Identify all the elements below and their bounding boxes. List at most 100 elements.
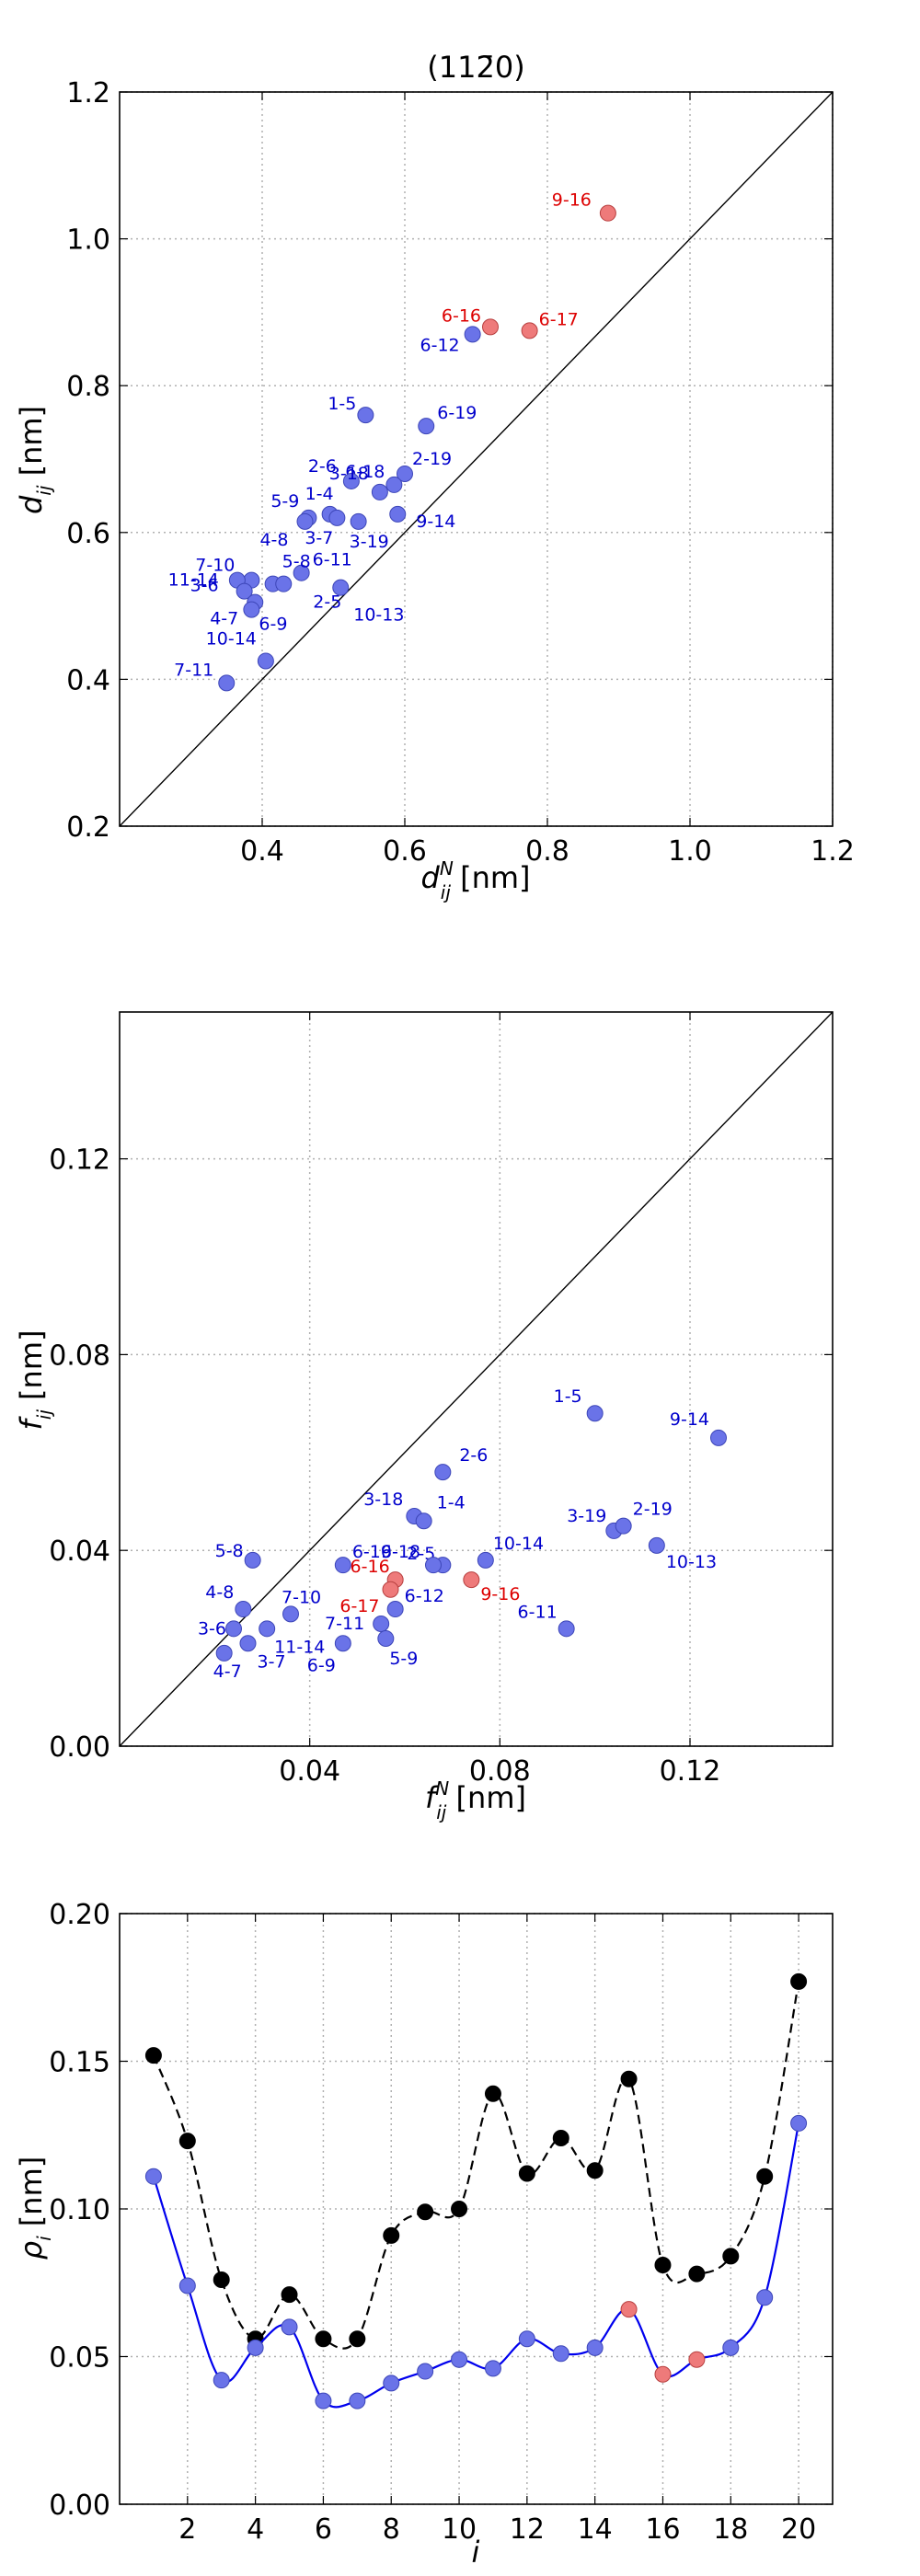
data-point — [586, 2162, 604, 2179]
y-tick-label: 0.08 — [49, 1340, 110, 1372]
data-point — [243, 601, 260, 618]
data-point — [586, 2339, 604, 2356]
point-label: 6-17 — [539, 309, 579, 329]
data-point — [417, 2203, 434, 2221]
data-point — [463, 1571, 480, 1589]
point-label: 6-19 — [352, 1542, 392, 1562]
point-label: 10-13 — [353, 605, 404, 626]
point-label: 4-7 — [213, 1662, 242, 1682]
point-label: 9-14 — [670, 1409, 709, 1430]
x-tick-label: 1.2 — [811, 835, 855, 868]
point-label: 7-10 — [282, 1587, 321, 1607]
data-point — [418, 418, 435, 435]
data-point — [371, 483, 388, 500]
point-label: 6-12 — [420, 335, 460, 355]
y-tick-label: 0.2 — [66, 811, 110, 844]
point-label: 5-8 — [215, 1541, 244, 1561]
data-point — [518, 2330, 535, 2348]
data-point — [425, 1557, 442, 1574]
data-point — [247, 2339, 264, 2356]
data-point — [710, 1429, 727, 1446]
data-point — [315, 2392, 332, 2409]
data-point — [178, 2277, 196, 2294]
point-label: 3-6 — [198, 1618, 226, 1639]
data-point — [342, 472, 360, 489]
x-axis-label: fN ij [nm] — [425, 1777, 526, 1823]
diagonal-line — [119, 1011, 834, 1747]
data-point — [477, 1551, 494, 1569]
data-point — [213, 2271, 230, 2289]
data-point — [464, 326, 481, 343]
data-point — [521, 322, 538, 339]
y-tick-label: 0.05 — [49, 2342, 110, 2375]
data-point — [722, 2339, 740, 2356]
data-point — [397, 465, 413, 482]
point-label: 6-16 — [351, 1557, 390, 1577]
data-point — [482, 318, 499, 336]
x-tick-label: 10 — [442, 2513, 477, 2546]
point-label: 10-14 — [493, 1534, 544, 1554]
data-point — [281, 2318, 298, 2336]
point-label: 3-7 — [258, 1651, 286, 1672]
data-point — [385, 476, 403, 493]
data-point — [328, 509, 346, 526]
point-label: 5-9 — [389, 1649, 418, 1669]
data-point — [357, 407, 374, 424]
point-label: 6-12 — [405, 1586, 444, 1606]
data-point — [218, 674, 236, 692]
diagonal-line — [119, 91, 834, 827]
x-tick-label: 0.4 — [240, 835, 284, 868]
data-point — [235, 1601, 252, 1618]
y-tick-label: 0.15 — [49, 2047, 110, 2079]
data-point — [451, 2201, 468, 2217]
point-label: 9-16 — [480, 1584, 520, 1604]
data-point — [244, 1551, 261, 1569]
plot-frame — [119, 1011, 834, 1747]
point-label: 2-19 — [633, 1500, 673, 1520]
x-axis-label: i — [472, 2535, 480, 2570]
y-tick-label: 0.04 — [49, 1535, 110, 1568]
point-label: 6-17 — [339, 1596, 379, 1616]
x-tick-label: 12 — [510, 2513, 545, 2546]
x-tick-label: 0.6 — [383, 835, 427, 868]
point-label: 2-19 — [412, 449, 452, 469]
data-point — [756, 2289, 774, 2306]
point-label: 1-5 — [328, 394, 356, 414]
data-point — [239, 1635, 257, 1652]
y-tick-label: 0.12 — [49, 1144, 110, 1177]
point-label: 4-8 — [205, 1582, 234, 1603]
data-point — [332, 579, 350, 596]
x-tick-label: 0.8 — [525, 835, 569, 868]
point-label: 6-11 — [313, 550, 352, 570]
x-tick-label: 0.08 — [469, 1755, 531, 1788]
chart-title: (112̄0) — [427, 50, 524, 85]
data-point — [620, 2070, 638, 2087]
data-point — [334, 1635, 351, 1652]
data-point — [349, 2330, 366, 2348]
point-label: 3-6 — [190, 576, 219, 596]
data-point — [373, 1616, 390, 1632]
data-point — [383, 2375, 400, 2392]
point-label: 6-16 — [442, 305, 481, 326]
y-tick-label: 0.6 — [66, 518, 110, 550]
x-tick-label: 0.12 — [660, 1755, 721, 1788]
x-tick-label: 2 — [178, 2513, 196, 2546]
x-tick-label: 0.04 — [279, 1755, 340, 1788]
data-point — [315, 2330, 332, 2348]
plot-frame — [119, 91, 834, 827]
point-label: 1-4 — [437, 1492, 466, 1512]
data-point — [178, 2133, 196, 2150]
data-point — [415, 1512, 432, 1530]
data-point — [383, 2226, 400, 2244]
data-point — [281, 2286, 298, 2304]
data-point — [382, 1581, 399, 1598]
data-point — [434, 1464, 452, 1481]
data-point — [350, 512, 367, 530]
data-point — [654, 2256, 672, 2273]
series-line-black — [152, 1981, 800, 2350]
data-point — [334, 1557, 351, 1574]
point-label: 3-18 — [329, 464, 369, 484]
point-label: 7-11 — [325, 1614, 364, 1634]
point-label: 1-4 — [305, 484, 334, 504]
point-label: 1-5 — [554, 1386, 582, 1407]
